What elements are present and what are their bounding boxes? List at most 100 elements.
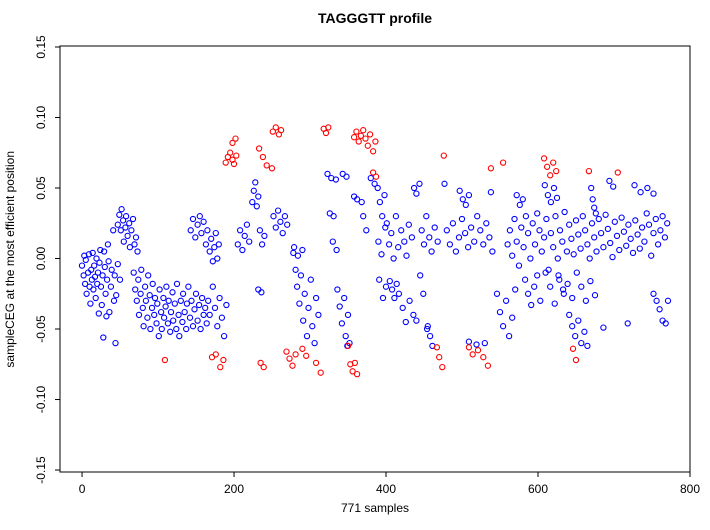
data-point-samples-typical <box>118 206 125 213</box>
data-point-samples-typical <box>556 227 564 234</box>
data-point-samples-typical <box>374 184 381 192</box>
data-point-samples-typical <box>252 179 259 186</box>
data-point-samples-outlier <box>547 172 554 179</box>
data-point-samples-typical <box>294 252 302 259</box>
data-point-samples-typical <box>461 229 469 237</box>
data-point-samples-typical <box>595 215 602 223</box>
data-point-samples-outlier <box>550 159 557 166</box>
data-point-samples-outlier <box>350 134 358 141</box>
data-point-samples-typical <box>540 234 548 241</box>
data-point-samples-typical <box>211 244 218 251</box>
data-point-samples-outlier <box>372 173 380 180</box>
data-point-samples-typical <box>519 196 526 203</box>
data-point-samples-typical <box>538 248 545 255</box>
data-point-samples-typical <box>570 251 577 258</box>
data-point-samples-typical <box>258 289 265 296</box>
data-point-samples-typical <box>459 196 466 203</box>
data-point-samples-typical <box>292 266 299 273</box>
data-point-samples-typical <box>424 323 431 330</box>
data-point-samples-typical <box>135 311 143 319</box>
data-point-samples-typical <box>307 276 314 283</box>
data-point-samples-typical <box>568 235 575 242</box>
data-point-samples-typical <box>108 266 115 273</box>
data-point-samples-typical <box>192 234 199 241</box>
data-point-samples-typical <box>441 180 448 187</box>
data-point-samples-typical <box>464 244 472 251</box>
data-point-samples-typical <box>341 294 348 302</box>
data-point-samples-typical <box>183 325 190 333</box>
data-point-samples-typical <box>581 227 589 234</box>
data-point-samples-typical <box>96 259 103 266</box>
data-point-samples-typical <box>162 303 169 310</box>
data-point-samples-typical <box>423 213 430 220</box>
y-tick-label: 0.05 <box>34 176 48 200</box>
data-point-samples-typical <box>456 187 463 194</box>
data-point-samples-typical <box>250 187 257 194</box>
data-point-samples-typical <box>446 241 454 248</box>
data-point-samples-typical <box>629 249 637 257</box>
data-point-samples-typical <box>645 221 653 228</box>
data-point-samples-typical <box>99 272 106 279</box>
data-point-samples-typical <box>113 292 120 299</box>
data-point-samples-typical <box>537 297 544 304</box>
data-point-samples-typical <box>88 266 95 273</box>
data-point-samples-outlier <box>259 153 267 161</box>
data-point-samples-typical <box>281 213 289 220</box>
data-point-samples-typical <box>145 272 152 279</box>
data-point-samples-typical <box>443 227 450 234</box>
data-point-samples-outlier <box>322 129 330 137</box>
data-point-samples-typical <box>634 231 641 238</box>
data-point-samples-typical <box>309 323 316 330</box>
data-point-samples-outlier <box>260 363 267 371</box>
data-point-samples-typical <box>531 283 538 290</box>
data-point-samples-typical <box>524 290 532 297</box>
data-point-samples-outlier <box>540 155 548 162</box>
data-point-samples-typical <box>489 248 496 255</box>
data-point-samples-typical <box>158 325 165 333</box>
data-point-samples-outlier <box>362 135 369 142</box>
data-point-samples-outlier <box>440 152 447 159</box>
data-point-samples-typical <box>139 304 146 312</box>
data-point-samples-outlier <box>325 124 332 131</box>
data-point-samples-typical <box>418 227 425 234</box>
data-point-samples-typical <box>315 311 322 319</box>
data-point-samples-typical <box>177 297 184 304</box>
data-point-samples-outlier <box>303 352 310 359</box>
data-point-samples-typical <box>296 300 303 307</box>
data-point-samples-typical <box>154 300 161 307</box>
data-point-samples-typical <box>650 290 657 297</box>
data-point-samples-typical <box>382 224 389 231</box>
data-point-samples-typical <box>480 241 487 248</box>
data-point-samples-typical <box>91 262 98 269</box>
data-point-samples-typical <box>465 338 473 345</box>
data-point-samples-typical <box>513 238 520 245</box>
data-point-samples-outlier <box>484 362 492 369</box>
data-point-samples-outlier <box>277 127 285 134</box>
data-point-samples-typical <box>511 215 518 223</box>
data-point-samples-outlier <box>499 159 507 166</box>
data-point-samples-typical <box>342 332 349 340</box>
data-point-samples-typical <box>132 286 139 293</box>
data-point-samples-typical <box>606 177 613 185</box>
data-point-samples-typical <box>116 211 123 218</box>
data-point-samples-typical <box>531 241 539 248</box>
data-point-samples-typical <box>358 198 365 206</box>
data-point-samples-typical <box>618 214 625 221</box>
data-point-samples-typical <box>607 239 614 247</box>
data-point-samples-typical <box>160 294 167 302</box>
data-point-samples-typical <box>375 238 382 245</box>
data-point-samples-typical <box>611 218 618 225</box>
data-point-samples-typical <box>597 229 605 237</box>
data-point-samples-typical <box>616 246 623 254</box>
data-point-samples-typical <box>151 294 159 302</box>
data-point-samples-typical <box>659 213 666 220</box>
data-point-samples-typical <box>88 276 96 283</box>
data-point-samples-typical <box>587 277 594 285</box>
data-point-samples-typical <box>544 191 552 199</box>
data-point-samples-outlier <box>317 369 324 376</box>
data-point-samples-typical <box>550 184 558 192</box>
data-point-samples-typical <box>509 314 516 321</box>
data-point-samples-typical <box>648 252 655 259</box>
data-point-samples-typical <box>518 224 525 231</box>
